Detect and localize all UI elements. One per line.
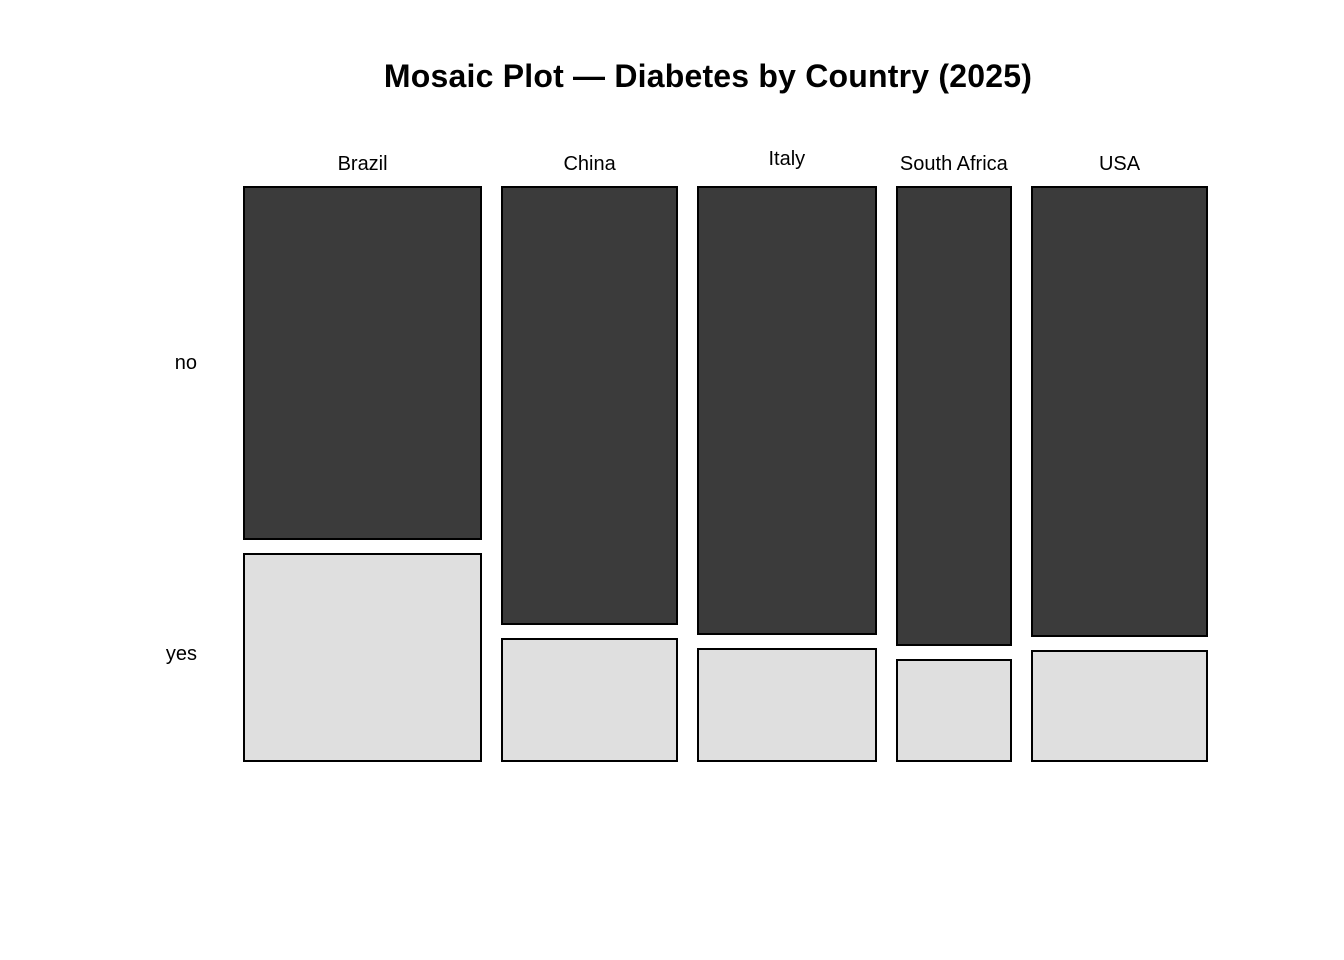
row-label-no: no — [174, 352, 197, 375]
mosaic-cell-italy-yes — [697, 648, 877, 762]
mosaic-cell-brazil-yes — [243, 553, 483, 762]
mosaic-cell-china-no — [501, 186, 679, 625]
column-label-china: China — [563, 153, 616, 175]
mosaic-cell-south-africa-no — [895, 186, 1013, 646]
mosaic-cell-brazil-no — [243, 186, 483, 541]
column-label-south-africa: South Africa — [899, 153, 1008, 175]
column-label-italy: Italy — [768, 148, 806, 170]
row-label-yes: yes — [165, 642, 197, 665]
mosaic-cell-usa-no — [1031, 186, 1208, 637]
mosaic-cell-italy-no — [697, 186, 877, 636]
chart-title: Mosaic Plot — Diabetes by Country (2025) — [383, 58, 1033, 94]
column-label-usa: USA — [1098, 153, 1141, 175]
mosaic-cell-south-africa-yes — [895, 658, 1013, 762]
column-label-brazil: Brazil — [337, 153, 388, 175]
mosaic-cell-usa-yes — [1031, 649, 1208, 762]
mosaic-cell-china-yes — [501, 637, 679, 762]
